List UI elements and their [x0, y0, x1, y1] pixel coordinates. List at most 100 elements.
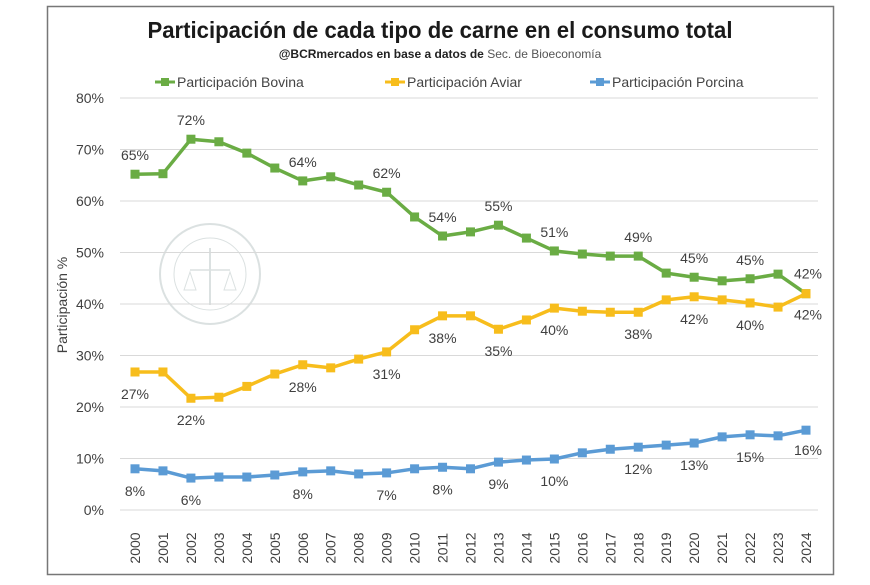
data-point [633, 442, 643, 452]
data-point [158, 367, 168, 377]
data-point [521, 315, 531, 325]
data-point [214, 472, 224, 482]
data-point [410, 464, 420, 474]
data-label: 10% [540, 473, 568, 489]
data-point [577, 448, 587, 458]
data-point [773, 431, 783, 441]
x-tick-label: 2024 [798, 532, 814, 563]
x-tick-label: 2019 [658, 532, 674, 563]
y-tick-label: 80% [76, 90, 104, 106]
data-point [745, 298, 755, 308]
data-point [382, 468, 392, 478]
data-label: 28% [289, 379, 317, 395]
data-point [633, 251, 643, 261]
x-tick-label: 2013 [490, 532, 506, 563]
data-point [745, 430, 755, 440]
x-tick-label: 2008 [351, 532, 367, 563]
series-3: 8% 6% 8% 7% 8% 9% 10% 12% 13% 15% 16% [125, 425, 822, 508]
y-tick-label: 60% [76, 193, 104, 209]
data-point [577, 249, 587, 259]
x-tick-label: 2004 [239, 532, 255, 563]
subtitle-author: @BCRmercados en base a datos de [279, 47, 484, 61]
y-axis-label: Participación % [54, 257, 70, 354]
data-point [214, 392, 224, 402]
data-point [326, 466, 336, 476]
watermark-seal [159, 223, 261, 325]
data-label: 42% [680, 311, 708, 327]
x-tick-label: 2001 [155, 532, 171, 563]
x-tick-label: 2005 [267, 532, 283, 563]
data-label: 40% [736, 317, 764, 333]
data-point [326, 363, 336, 373]
data-label: 42% [794, 307, 822, 323]
data-point [801, 289, 811, 299]
data-point [493, 324, 503, 334]
data-label: 27% [121, 386, 149, 402]
data-point [242, 472, 252, 482]
legend-square-marker [161, 78, 169, 86]
data-point [773, 269, 783, 279]
data-point [605, 444, 615, 454]
data-label: 35% [484, 343, 512, 359]
data-point [801, 425, 811, 435]
data-label: 12% [624, 461, 652, 477]
data-point [717, 432, 727, 442]
x-tick-label: 2003 [211, 532, 227, 563]
x-tick-label: 2017 [602, 532, 618, 563]
legend-item: Participación Aviar [385, 74, 522, 90]
data-point [186, 134, 196, 144]
data-point [410, 325, 420, 335]
data-point [270, 470, 280, 480]
data-point [605, 307, 615, 317]
data-point [242, 148, 252, 158]
data-label: 45% [680, 250, 708, 266]
y-tick-label: 20% [76, 399, 104, 415]
data-point [270, 369, 280, 379]
legend-square-marker [596, 78, 604, 86]
data-point [382, 347, 392, 357]
data-point [745, 274, 755, 284]
data-label: 8% [432, 481, 452, 497]
data-label: 54% [429, 209, 457, 225]
data-label: 49% [624, 229, 652, 245]
data-point [605, 251, 615, 261]
data-point [130, 367, 140, 377]
data-label: 22% [177, 412, 205, 428]
x-tick-label: 2002 [183, 532, 199, 563]
data-label: 40% [540, 322, 568, 338]
data-point [633, 307, 643, 317]
data-point [689, 272, 699, 282]
data-label: 8% [293, 486, 313, 502]
x-tick-label: 2021 [714, 532, 730, 563]
x-tick-label: 2000 [127, 532, 143, 563]
x-tick-label: 2020 [686, 532, 702, 563]
y-tick-label: 10% [76, 451, 104, 467]
data-label: 6% [181, 492, 201, 508]
x-tick-label: 2018 [630, 532, 646, 563]
data-point [577, 306, 587, 316]
legend-square-marker [391, 78, 399, 86]
legend-label: Participación Bovina [177, 74, 304, 90]
x-tick-label: 2014 [518, 532, 534, 563]
data-point [186, 473, 196, 483]
data-point [186, 393, 196, 403]
x-tick-label: 2011 [435, 533, 451, 563]
data-point [493, 457, 503, 467]
data-label: 62% [373, 165, 401, 181]
data-point [298, 467, 308, 477]
data-point [661, 440, 671, 450]
data-point [521, 455, 531, 465]
data-label: 7% [377, 487, 397, 503]
chart-subtitle: @BCRmercados en base a datos de Sec. de … [279, 47, 602, 61]
data-label: 42% [794, 266, 822, 282]
data-label: 15% [736, 449, 764, 465]
x-tick-label: 2016 [574, 532, 590, 563]
subtitle-source: Sec. de Bioeconomía [487, 47, 601, 61]
series-1: 65% 72% 64% 62% 54% 55% 51% 49% 45% 45% 42% [121, 112, 822, 299]
data-point [242, 381, 252, 391]
data-point [466, 227, 475, 237]
data-point [717, 276, 727, 286]
data-point [493, 220, 503, 230]
data-point [661, 295, 671, 305]
